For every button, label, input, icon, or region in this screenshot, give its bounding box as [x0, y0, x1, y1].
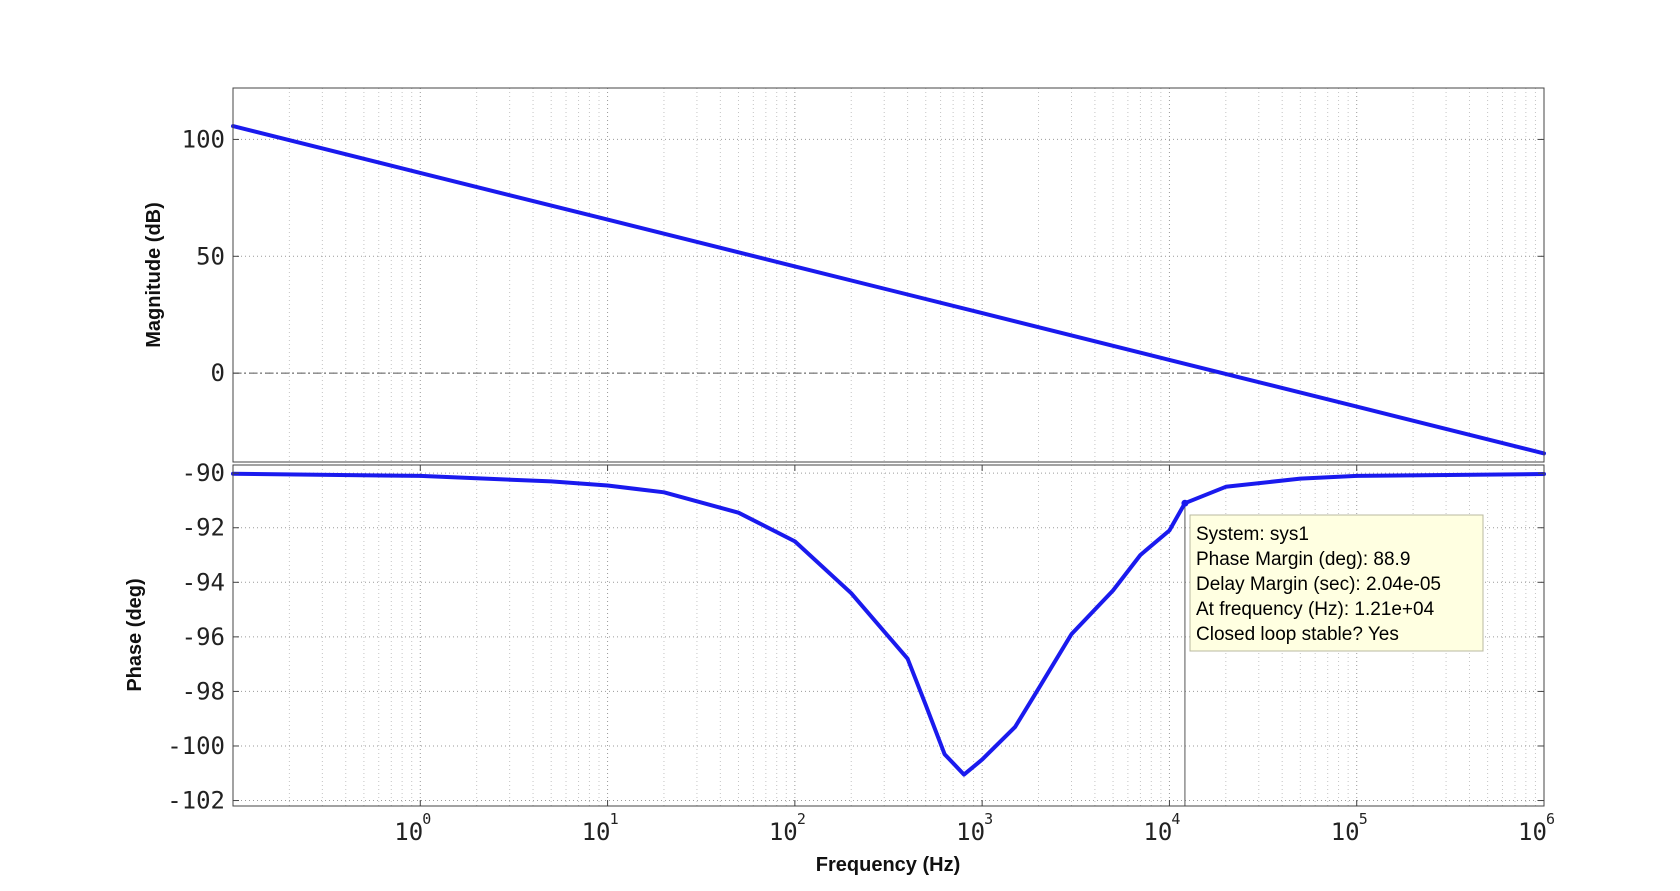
phase-panel: -90 -92 -94 -96 -98 -100 -102 Phase (deg) Syst… — [124, 459, 1546, 815]
y-tick-label: -92 — [182, 514, 225, 542]
x-tick-label-exponent: 6 — [1546, 810, 1555, 828]
y-tick-label: -94 — [182, 568, 225, 596]
phase-y-axis-label: Phase (deg) — [124, 578, 146, 691]
magnitude-axes-frame — [232, 87, 1545, 463]
x-tick-label: 10 — [582, 818, 611, 846]
y-tick-label: -98 — [182, 677, 225, 705]
magnitude-y-ticks: 100 50 0 — [182, 125, 1544, 387]
phase-margin-datatip[interactable]: System: sys1 Phase Margin (deg): 88.9 De… — [1189, 514, 1484, 652]
x-tick-label-exponent: 4 — [1171, 810, 1180, 828]
phase-axes-frame — [232, 464, 1545, 807]
y-tick-label: 50 — [196, 242, 225, 270]
x-axis-ticks: 10 0 10 1 10 2 10 3 10 4 10 5 10 6 — [394, 465, 1555, 846]
x-tick-label: 10 — [394, 818, 423, 846]
x-tick-label: 10 — [956, 818, 985, 846]
y-tick-label: -102 — [167, 787, 225, 815]
x-axis-label: Frequency (Hz) — [816, 854, 960, 876]
phase-y-ticks: -90 -92 -94 -96 -98 -100 -102 — [167, 459, 1544, 815]
datatip-line: Closed loop stable? Yes — [1196, 624, 1399, 645]
x-tick-label: 10 — [1331, 818, 1360, 846]
x-tick-label: 10 — [1143, 818, 1172, 846]
magnitude-y-axis-label: Magnitude (dB) — [143, 202, 165, 348]
phase-margin-marker — [1181, 499, 1189, 507]
x-tick-label: 10 — [769, 818, 798, 846]
x-tick-label-exponent: 1 — [610, 810, 619, 828]
x-tick-label-exponent: 0 — [422, 810, 431, 828]
datatip-line: Delay Margin (sec): 2.04e-05 — [1196, 574, 1441, 595]
y-tick-label: -96 — [182, 623, 225, 651]
y-tick-label: 0 — [211, 359, 225, 387]
x-tick-label-exponent: 3 — [984, 810, 993, 828]
x-tick-label-exponent: 2 — [797, 810, 806, 828]
y-tick-label: 100 — [182, 125, 225, 153]
datatip-box — [1189, 514, 1484, 652]
phase-series — [231, 471, 1546, 777]
x-tick-label: 10 — [1518, 818, 1547, 846]
y-tick-label: -90 — [182, 459, 225, 487]
x-tick-label-exponent: 5 — [1359, 810, 1368, 828]
y-tick-label: -100 — [167, 732, 225, 760]
datatip-line: System: sys1 — [1196, 524, 1309, 545]
series-line — [231, 124, 1546, 456]
magnitude-series — [231, 124, 1546, 456]
series-line — [231, 471, 1546, 777]
datatip-line: Phase Margin (deg): 88.9 — [1196, 549, 1410, 570]
magnitude-panel: 100 50 0 Magnitude (dB) — [143, 87, 1546, 463]
datatip-line: At frequency (Hz): 1.21e+04 — [1196, 599, 1435, 620]
